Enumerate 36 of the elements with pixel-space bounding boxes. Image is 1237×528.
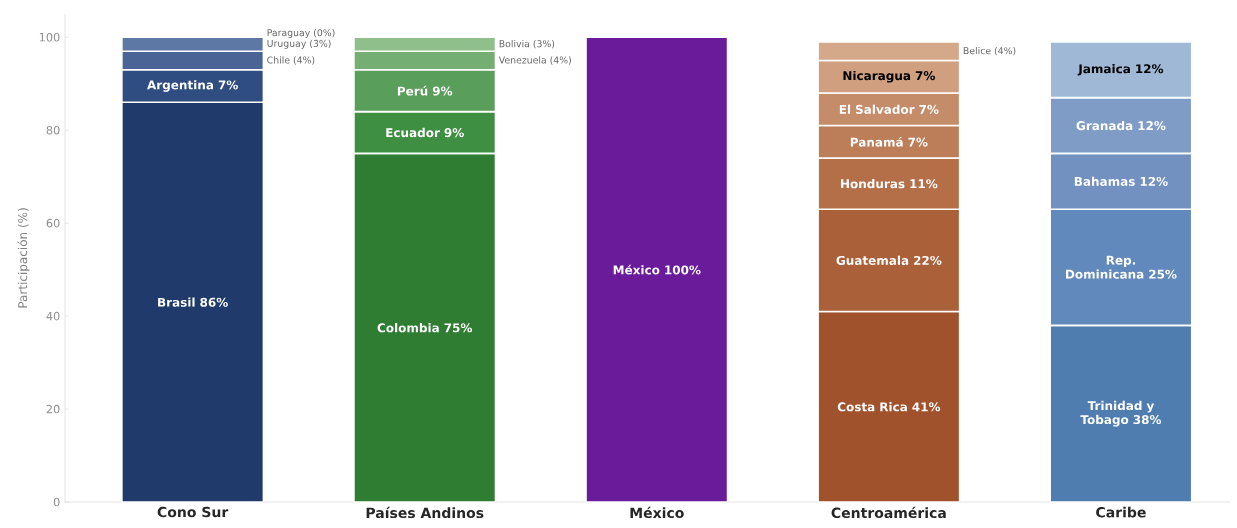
data-label: El Salvador 7% <box>839 104 939 114</box>
data-label: Brasil 86% <box>158 297 228 307</box>
data-label: Panamá 7% <box>850 136 928 147</box>
y-tick-label: 20 <box>46 404 60 414</box>
data-label: Rep. Dominicana 25% <box>1066 255 1177 279</box>
data-label: Guatemala 22% <box>836 255 942 265</box>
bar <box>585 36 729 503</box>
annotation: Chile (4%) <box>267 56 315 65</box>
y-tick-label: 100 <box>39 32 60 42</box>
y-tick-label: 80 <box>46 125 60 135</box>
y-tick-label: 0 <box>53 497 60 507</box>
x-tick-label: Cono Sur <box>157 506 229 518</box>
annotation: Venezuela (4%) <box>498 56 571 65</box>
y-tick-label: 40 <box>46 311 60 321</box>
data-label: Costa Rica 41% <box>837 402 941 412</box>
annotation: Uruguay (3%) <box>267 39 331 49</box>
annotation: Bolivia (3%) <box>499 40 555 49</box>
y-tick-label: 60 <box>46 218 60 228</box>
data-label: Trinidad y Tobago 38% <box>1080 400 1162 427</box>
data-label: Perú 9% <box>397 85 453 96</box>
data-label: Granada 12% <box>1076 120 1166 131</box>
data-label: Honduras 11% <box>841 178 938 189</box>
data-label: México 100% <box>613 264 701 275</box>
x-tick-label: Centroamérica <box>831 506 946 519</box>
data-label: Nicaragua 7% <box>843 70 935 83</box>
data-label: Ecuador 9% <box>386 127 464 138</box>
data-label: Bahamas 12% <box>1074 176 1168 186</box>
x-tick-label: Países Andinos <box>366 506 484 519</box>
annotation: Paraguay (0%) <box>267 29 335 39</box>
data-label: Colombia 75% <box>377 323 473 333</box>
annotation: Belice (4%) <box>963 47 1016 56</box>
x-tick-label: México <box>630 506 684 519</box>
data-label: Jamaica 12% <box>1077 64 1164 76</box>
y-axis-title: Participación (%) <box>17 208 30 308</box>
data-label: Argentina 7% <box>147 80 238 92</box>
x-tick-label: Caribe <box>1096 506 1146 518</box>
